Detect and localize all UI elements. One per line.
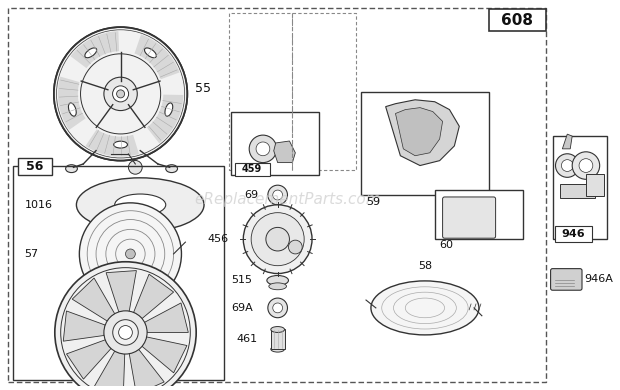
FancyBboxPatch shape [231, 112, 319, 176]
FancyBboxPatch shape [236, 163, 270, 176]
Polygon shape [142, 337, 187, 373]
FancyBboxPatch shape [271, 330, 285, 349]
Circle shape [104, 311, 147, 354]
Text: 56: 56 [25, 160, 43, 173]
Text: 459: 459 [242, 165, 262, 174]
FancyBboxPatch shape [586, 174, 604, 196]
Circle shape [104, 77, 137, 111]
Wedge shape [71, 31, 119, 68]
Polygon shape [72, 278, 115, 321]
Polygon shape [66, 340, 111, 379]
Ellipse shape [166, 165, 177, 173]
FancyBboxPatch shape [443, 197, 495, 238]
Polygon shape [386, 100, 459, 165]
FancyBboxPatch shape [560, 184, 595, 198]
Circle shape [125, 249, 135, 259]
Polygon shape [133, 274, 174, 319]
FancyBboxPatch shape [554, 227, 592, 242]
Text: 608: 608 [501, 13, 533, 28]
Ellipse shape [271, 326, 285, 332]
Circle shape [113, 320, 138, 345]
Text: 69A: 69A [231, 303, 253, 313]
Circle shape [268, 298, 288, 318]
Circle shape [572, 152, 600, 179]
Circle shape [556, 154, 579, 177]
Text: 461: 461 [237, 334, 258, 344]
Circle shape [113, 86, 128, 102]
FancyBboxPatch shape [435, 190, 523, 239]
Polygon shape [106, 271, 136, 312]
Text: 58: 58 [418, 261, 432, 271]
Text: 1016: 1016 [24, 200, 52, 210]
Circle shape [128, 160, 142, 174]
Circle shape [266, 227, 290, 251]
FancyBboxPatch shape [361, 92, 489, 195]
Circle shape [249, 135, 277, 163]
Ellipse shape [165, 103, 173, 116]
Circle shape [288, 240, 302, 254]
Text: 57: 57 [24, 249, 38, 259]
Wedge shape [135, 35, 180, 79]
Circle shape [273, 303, 283, 313]
Ellipse shape [85, 48, 97, 58]
Polygon shape [94, 351, 125, 390]
FancyBboxPatch shape [489, 9, 546, 31]
Ellipse shape [113, 141, 128, 148]
Ellipse shape [269, 283, 286, 290]
Text: 69: 69 [244, 190, 258, 200]
Ellipse shape [115, 194, 166, 216]
Text: 946: 946 [561, 229, 585, 239]
Ellipse shape [371, 281, 479, 335]
Ellipse shape [267, 275, 288, 285]
Circle shape [118, 326, 132, 339]
Wedge shape [58, 76, 86, 130]
Ellipse shape [68, 103, 76, 116]
Text: 946A: 946A [584, 275, 613, 284]
FancyBboxPatch shape [552, 136, 606, 239]
FancyBboxPatch shape [551, 269, 582, 290]
Polygon shape [144, 303, 188, 332]
Circle shape [54, 27, 187, 161]
Circle shape [273, 190, 283, 200]
Polygon shape [274, 141, 295, 163]
Circle shape [268, 185, 288, 205]
Text: 60: 60 [440, 240, 454, 250]
Polygon shape [63, 311, 105, 341]
Circle shape [251, 213, 304, 266]
Circle shape [117, 90, 125, 98]
Text: 515: 515 [231, 275, 252, 285]
Circle shape [79, 203, 182, 305]
FancyBboxPatch shape [17, 158, 52, 176]
Text: 59: 59 [366, 197, 380, 207]
Text: eReplacementParts.com: eReplacementParts.com [194, 192, 381, 207]
Ellipse shape [271, 346, 285, 352]
Ellipse shape [66, 165, 78, 173]
Text: 55: 55 [195, 82, 211, 96]
Wedge shape [86, 129, 139, 157]
Polygon shape [129, 349, 164, 390]
Circle shape [55, 262, 196, 390]
Polygon shape [396, 108, 443, 156]
Circle shape [243, 205, 312, 273]
Text: 456: 456 [208, 234, 229, 244]
Circle shape [256, 142, 270, 156]
Ellipse shape [76, 178, 204, 232]
Ellipse shape [144, 48, 156, 58]
Circle shape [561, 160, 573, 172]
Polygon shape [562, 134, 572, 149]
Circle shape [579, 159, 593, 172]
Wedge shape [147, 95, 184, 144]
